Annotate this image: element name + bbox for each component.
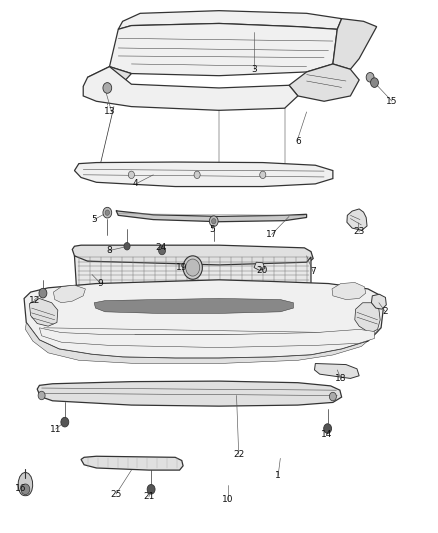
Polygon shape <box>347 209 367 230</box>
Polygon shape <box>88 67 131 88</box>
Text: 15: 15 <box>386 97 398 106</box>
Text: 5: 5 <box>209 225 215 233</box>
Text: 25: 25 <box>110 490 122 498</box>
Circle shape <box>103 83 112 93</box>
Text: 9: 9 <box>98 279 104 288</box>
Polygon shape <box>18 472 33 496</box>
Text: 12: 12 <box>28 296 40 304</box>
Circle shape <box>124 243 130 250</box>
Circle shape <box>183 256 202 279</box>
Text: 3: 3 <box>251 65 257 74</box>
Text: 22: 22 <box>233 450 244 458</box>
Polygon shape <box>83 77 123 99</box>
Text: 2: 2 <box>383 308 388 316</box>
Text: 13: 13 <box>104 108 115 116</box>
Circle shape <box>61 417 69 427</box>
Polygon shape <box>355 303 380 333</box>
Circle shape <box>209 216 218 227</box>
Circle shape <box>21 484 30 495</box>
Text: 7: 7 <box>310 268 316 276</box>
Circle shape <box>260 171 266 179</box>
Polygon shape <box>53 285 85 303</box>
Circle shape <box>128 171 134 179</box>
Circle shape <box>186 259 200 276</box>
Text: 8: 8 <box>106 246 113 255</box>
Text: 17: 17 <box>266 230 277 239</box>
Circle shape <box>194 171 200 179</box>
Polygon shape <box>94 298 293 313</box>
Circle shape <box>329 392 336 401</box>
Text: 5: 5 <box>91 215 97 224</box>
Circle shape <box>103 207 112 218</box>
Polygon shape <box>24 280 383 358</box>
Text: 23: 23 <box>353 228 365 236</box>
Circle shape <box>39 288 47 298</box>
Polygon shape <box>289 64 359 101</box>
Text: 18: 18 <box>335 374 346 383</box>
Polygon shape <box>333 19 377 69</box>
Polygon shape <box>83 67 298 110</box>
Text: 20: 20 <box>256 266 268 274</box>
Polygon shape <box>254 262 265 270</box>
Circle shape <box>212 219 216 224</box>
Polygon shape <box>118 11 342 29</box>
Polygon shape <box>134 335 263 342</box>
Polygon shape <box>37 381 342 406</box>
Polygon shape <box>81 456 183 470</box>
Polygon shape <box>25 322 381 364</box>
Polygon shape <box>116 211 307 222</box>
Circle shape <box>324 424 332 433</box>
Text: 24: 24 <box>155 244 167 252</box>
Text: 6: 6 <box>295 137 301 146</box>
Circle shape <box>105 210 110 215</box>
Polygon shape <box>371 294 386 309</box>
Text: 21: 21 <box>143 492 155 501</box>
Polygon shape <box>74 162 333 187</box>
Polygon shape <box>332 282 366 300</box>
Polygon shape <box>29 298 58 326</box>
Circle shape <box>366 72 374 82</box>
Circle shape <box>159 246 166 255</box>
Text: 1: 1 <box>275 471 281 480</box>
Circle shape <box>371 78 378 87</box>
Text: 14: 14 <box>321 430 332 439</box>
Text: 4: 4 <box>133 180 138 188</box>
Circle shape <box>38 391 45 400</box>
Polygon shape <box>74 256 311 302</box>
Polygon shape <box>72 245 313 266</box>
Polygon shape <box>314 364 359 378</box>
Polygon shape <box>110 23 337 76</box>
Text: 11: 11 <box>50 425 61 433</box>
Text: 19: 19 <box>176 263 187 272</box>
Circle shape <box>147 484 155 494</box>
Text: 10: 10 <box>222 496 233 504</box>
Polygon shape <box>39 328 374 348</box>
Text: 16: 16 <box>15 484 26 493</box>
